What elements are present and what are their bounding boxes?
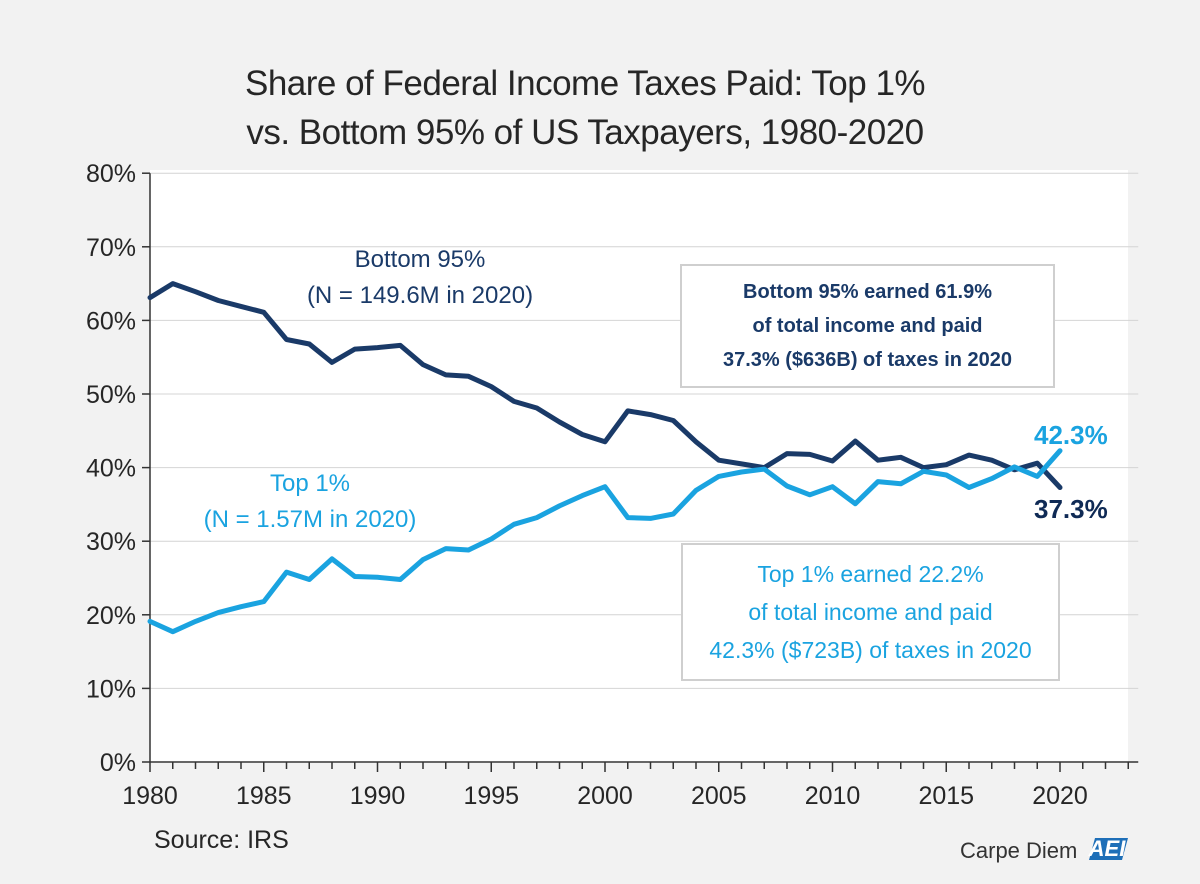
series-lines <box>147 281 1063 635</box>
y-tick-label: 50% <box>86 381 136 409</box>
brand-text: Carpe Diem <box>960 838 1078 863</box>
chart-title-line-2: vs. Bottom 95% of US Taxpayers, 1980-202… <box>246 113 924 152</box>
y-tick-label: 60% <box>86 307 136 335</box>
bottom95-series-label: Bottom 95% (N = 149.6M in 2020) <box>250 242 590 314</box>
y-tick-label: 40% <box>86 455 136 483</box>
top1-label-name: Top 1% <box>269 470 351 497</box>
x-tick-label: 2005 <box>691 782 747 810</box>
y-tick-label: 10% <box>86 675 136 703</box>
bottom95-callout-line-2: of total income and paid <box>752 315 983 337</box>
x-tick-label: 1985 <box>236 782 292 810</box>
top1-callout-line-3: 42.3% ($723B) of taxes in 2020 <box>709 637 1032 663</box>
bottom95-callout-box: Bottom 95% earned 61.9% of total income … <box>680 264 1055 388</box>
x-tick-label: 2015 <box>918 782 974 810</box>
top1-label-count: (N = 1.57M in 2020) <box>203 506 417 533</box>
svg-text:AEI: AEI <box>1088 836 1127 861</box>
y-tick-label: 30% <box>86 528 136 556</box>
y-tick-label: 0% <box>100 749 136 777</box>
x-tick-label: 2020 <box>1032 782 1088 810</box>
top1-end-value-label: 42.3% <box>1034 420 1108 450</box>
top1-callout-line-1: Top 1% earned 22.2% <box>757 561 984 587</box>
bottom95-label-count: (N = 149.6M in 2020) <box>306 282 534 309</box>
x-tick-label: 1990 <box>350 782 406 810</box>
source-note: Source: IRS <box>154 826 289 854</box>
x-tick-label: 1995 <box>463 782 519 810</box>
axes: 0% 10% 20% 30% 40% 50% 60% 70% 80% 1980 1985 1990 19… <box>86 160 1139 810</box>
aei-logo: AEI <box>1088 836 1128 861</box>
x-tick-label: 2000 <box>577 782 633 810</box>
bottom95-callout-line-1: Bottom 95% earned 61.9% <box>743 281 992 303</box>
top1-series-line <box>147 448 1063 635</box>
y-tick-label: 80% <box>86 160 136 188</box>
top1-series-label: Top 1% (N = 1.57M in 2020) <box>160 466 460 538</box>
x-tick-label: 2010 <box>805 782 861 810</box>
bottom95-end-value-label: 37.3% <box>1034 494 1108 524</box>
chart-title-line-1: Share of Federal Income Taxes Paid: Top … <box>244 64 926 103</box>
bottom95-callout-line-3: 37.3% ($636B) of taxes in 2020 <box>722 349 1013 371</box>
top1-callout-line-2: of total income and paid <box>748 599 993 625</box>
top1-callout-box: Top 1% earned 22.2% of total income and … <box>681 543 1060 681</box>
bottom95-label-name: Bottom 95% <box>354 246 486 273</box>
y-tick-label: 20% <box>86 602 136 630</box>
bottom95-series-line <box>147 281 1063 490</box>
x-tick-label: 1980 <box>122 782 178 810</box>
y-tick-label: 70% <box>86 234 136 262</box>
gridlines <box>150 172 1139 689</box>
